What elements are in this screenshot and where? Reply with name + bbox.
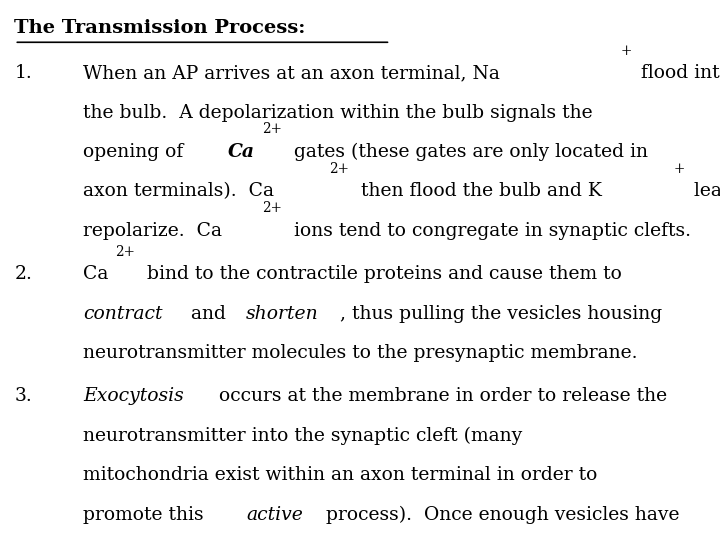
Text: When an AP arrives at an axon terminal, Na: When an AP arrives at an axon terminal, … — [83, 64, 500, 82]
Text: 1.: 1. — [14, 64, 32, 82]
Text: axon terminals).  Ca: axon terminals). Ca — [83, 183, 274, 200]
Text: , thus pulling the vesicles housing: , thus pulling the vesicles housing — [340, 305, 662, 323]
Text: Exocytosis: Exocytosis — [83, 388, 184, 406]
Text: 2+: 2+ — [263, 123, 282, 137]
Text: and: and — [185, 305, 233, 323]
Text: gates (these gates are only located in: gates (these gates are only located in — [288, 143, 648, 161]
Text: the bulb.  A depolarization within the bulb signals the: the bulb. A depolarization within the bu… — [83, 104, 593, 122]
Text: The Transmission Process:: The Transmission Process: — [14, 19, 306, 37]
Text: bind to the contractile proteins and cause them to: bind to the contractile proteins and cau… — [141, 265, 622, 284]
Text: 2+: 2+ — [115, 245, 135, 259]
Text: 2+: 2+ — [329, 162, 349, 176]
Text: flood into: flood into — [635, 64, 720, 82]
Text: promote this: promote this — [83, 506, 210, 524]
Text: neurotransmitter into the synaptic cleft (many: neurotransmitter into the synaptic cleft… — [83, 427, 522, 445]
Text: then flood the bulb and K: then flood the bulb and K — [355, 183, 602, 200]
Text: occurs at the membrane in order to release the: occurs at the membrane in order to relea… — [213, 388, 667, 406]
Text: repolarize.  Ca: repolarize. Ca — [83, 222, 222, 240]
Text: leave to: leave to — [688, 183, 720, 200]
Text: shorten: shorten — [246, 305, 319, 323]
Text: Ca: Ca — [228, 143, 255, 161]
Text: 3.: 3. — [14, 388, 32, 406]
Text: process).  Once enough vesicles have: process). Once enough vesicles have — [320, 506, 679, 524]
Text: mitochondria exist within an axon terminal in order to: mitochondria exist within an axon termin… — [83, 467, 597, 484]
Text: opening of: opening of — [83, 143, 195, 161]
Text: 2.: 2. — [14, 265, 32, 284]
Text: Ca: Ca — [83, 265, 108, 284]
Text: +: + — [673, 162, 685, 176]
Text: +: + — [621, 44, 632, 58]
Text: active: active — [246, 506, 303, 524]
Text: neurotransmitter molecules to the presynaptic membrane.: neurotransmitter molecules to the presyn… — [83, 344, 637, 362]
Text: contract: contract — [83, 305, 162, 323]
Text: ions tend to congregate in synaptic clefts.: ions tend to congregate in synaptic clef… — [288, 222, 690, 240]
Text: 2+: 2+ — [262, 201, 282, 215]
